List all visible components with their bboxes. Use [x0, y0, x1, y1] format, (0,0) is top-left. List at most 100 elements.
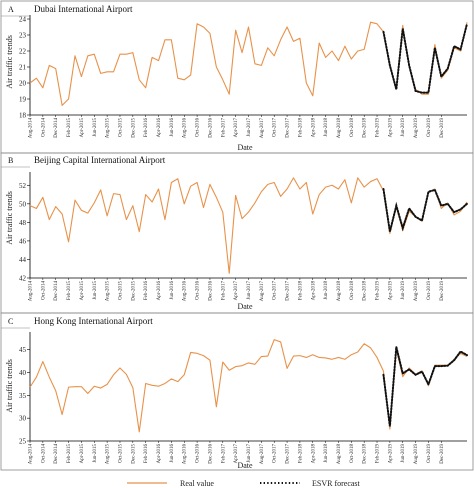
y-axis-label: Air traffic trends	[5, 359, 14, 413]
x-tick-label: Dec-2019	[440, 281, 445, 301]
x-tick-label: Feb-2017	[221, 118, 226, 138]
x-tick-label: Apr-2018	[311, 118, 316, 138]
x-tick-label: Oct-2018	[350, 281, 355, 300]
x-tick-label: Dec-2017	[286, 281, 291, 301]
y-tick-label: 21	[19, 64, 27, 72]
y-tick-label: 52	[19, 182, 27, 190]
x-tick-label: Dec-2015	[131, 281, 136, 301]
x-tick-label: Dec-2014	[54, 118, 59, 138]
x-tick-label: Dec-2014	[54, 281, 59, 301]
x-tick-label: Oct-2019	[427, 281, 432, 300]
y-tick-label: 50	[19, 200, 27, 208]
x-tick-label: Aug-2014	[29, 444, 34, 465]
panel-b: B Beijing Capital International Airport …	[0, 152, 474, 314]
x-tick-label: Apr-2015	[80, 444, 85, 464]
x-tick-label: Feb-2015	[67, 281, 72, 301]
x-tick-label: Oct-2018	[350, 444, 355, 463]
series-forecast-line	[382, 346, 468, 427]
x-tick-label: Oct-2016	[196, 118, 201, 137]
plot-area: 18 19 20 21 22 23 24 Aug-2014 Oct-2014 Dec-2014 Fe…	[19, 15, 468, 139]
x-tick-label: Aug-2016	[183, 444, 188, 465]
x-tick-label: Aug-2015	[106, 444, 111, 465]
y-tick-label: 24	[19, 16, 27, 24]
x-tick-label: Oct-2016	[196, 281, 201, 300]
x-tick-label: Jun-2018	[324, 281, 329, 300]
x-tick-label: Aug-2015	[106, 118, 111, 139]
x-tick-label: Dec-2015	[131, 444, 136, 464]
panel-letter: C	[8, 317, 13, 326]
x-tick-label: Dec-2016	[208, 118, 213, 138]
x-tick-label: Oct-2014	[41, 444, 46, 463]
x-tick-label: Feb-2019	[376, 118, 381, 138]
plot-area: 25 30 35 40 45 Aug-2014 Oct-2014 Dec-2014 Feb-20…	[19, 332, 468, 465]
y-tick-label: 30	[19, 415, 27, 423]
series-forecast-line	[382, 22, 468, 94]
x-tick-label: Jun-2019	[401, 444, 406, 463]
y-axis-label: Air traffic trends	[5, 191, 14, 245]
x-tick-label: Feb-2015	[67, 118, 72, 138]
y-tick-label: 22	[19, 48, 27, 56]
x-tick-label: Oct-2017	[273, 444, 278, 463]
x-tick-label: Feb-2016	[144, 444, 149, 464]
x-tick-label: Aug-2017	[260, 444, 265, 465]
x-tick-label: Aug-2016	[183, 118, 188, 139]
legend-real-label: Real value	[180, 479, 214, 488]
x-tick-label: Aug-2014	[29, 118, 34, 139]
series-real-line	[29, 339, 468, 433]
x-tick-label: Oct-2014	[41, 281, 46, 300]
x-tick-label: Oct-2019	[427, 444, 432, 463]
x-tick-label: Jun-2015	[93, 444, 98, 463]
x-tick-label: Dec-2016	[208, 444, 213, 464]
x-tick-label: Feb-2016	[144, 281, 149, 301]
x-tick-label: Aug-2019	[414, 118, 419, 139]
x-tick-label: Apr-2017	[234, 281, 239, 301]
x-tick-label: Dec-2015	[131, 118, 136, 138]
x-tick-label: Dec-2018	[363, 281, 368, 301]
x-tick-label: Apr-2016	[157, 444, 162, 464]
panel-frame	[0, 312, 474, 471]
x-tick-label: Dec-2017	[286, 118, 291, 138]
x-tick-label: Aug-2016	[183, 281, 188, 302]
x-tick-label: Jun-2015	[93, 118, 98, 137]
y-tick-label: 46	[19, 237, 27, 245]
y-tick-label: 45	[19, 346, 27, 354]
y-tick-label: 35	[19, 392, 27, 400]
x-tick-label: Feb-2019	[376, 281, 381, 301]
x-tick-label: Apr-2017	[234, 118, 239, 138]
x-tick-label: Oct-2017	[273, 281, 278, 300]
panel-letter: B	[8, 156, 13, 165]
x-axis-label: Date	[237, 302, 253, 311]
x-tick-label: Feb-2015	[67, 444, 72, 464]
series-forecast-line	[382, 187, 468, 232]
x-tick-label: Aug-2019	[414, 281, 419, 302]
legend: Real value ESVR forecast	[127, 479, 361, 488]
panel-title: Dubai International Airport	[34, 4, 133, 14]
y-tick-label: 20	[19, 80, 27, 88]
x-tick-label: Apr-2015	[80, 281, 85, 301]
y-axis-label: Air traffic trends	[5, 35, 14, 89]
y-tick-label: 23	[19, 32, 27, 40]
x-tick-label: Oct-2014	[41, 118, 46, 137]
x-tick-label: Feb-2019	[376, 444, 381, 464]
y-tick-label: 18	[19, 112, 27, 120]
x-tick-label: Feb-2018	[298, 118, 303, 138]
x-tick-label: Jun-2017	[247, 281, 252, 300]
x-tick-label: Dec-2018	[363, 118, 368, 138]
x-tick-label: Aug-2017	[260, 281, 265, 302]
x-tick-label: Dec-2017	[286, 444, 291, 464]
x-tick-label: Feb-2016	[144, 118, 149, 138]
x-tick-label: Aug-2018	[337, 118, 342, 139]
x-tick-label: Aug-2014	[29, 281, 34, 302]
x-tick-label: Apr-2017	[234, 444, 239, 464]
x-tick-label: Jun-2016	[170, 118, 175, 137]
x-tick-label: Apr-2019	[388, 118, 393, 138]
panel-letter: A	[8, 5, 14, 14]
x-tick-label: Feb-2017	[221, 444, 226, 464]
x-tick-label: Oct-2018	[350, 118, 355, 137]
x-tick-label: Dec-2018	[363, 444, 368, 464]
x-tick-label: Jun-2018	[324, 118, 329, 137]
x-tick-label: Feb-2018	[298, 444, 303, 464]
x-tick-label: Oct-2015	[118, 281, 123, 300]
x-tick-label: Feb-2017	[221, 281, 226, 301]
